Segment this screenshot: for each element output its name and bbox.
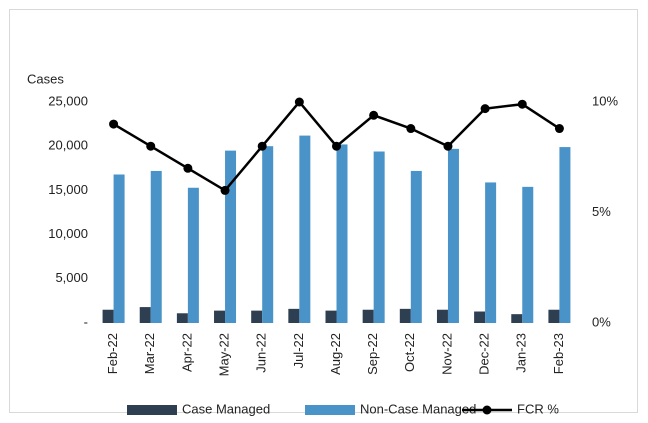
y-tick-label: -	[84, 314, 88, 329]
line-marker	[183, 163, 193, 173]
y-tick-label: 20,000	[48, 138, 88, 153]
bar	[262, 146, 274, 323]
line-marker	[109, 119, 119, 129]
bar	[299, 135, 311, 323]
y-axis-label: Cases	[27, 71, 64, 86]
bar	[113, 174, 125, 323]
x-tick-label: Dec-22	[477, 333, 492, 375]
x-tick-label: Jul-22	[291, 333, 306, 368]
y-tick-label: 10,000	[48, 226, 88, 241]
line-marker	[332, 141, 341, 151]
legend-label: FCR %	[517, 401, 559, 416]
y2-tick-label: 5%	[592, 204, 611, 219]
line-marker	[369, 110, 379, 120]
bar	[559, 147, 571, 323]
bar	[150, 170, 162, 323]
x-tick-label: Apr-22	[179, 333, 194, 372]
bar	[187, 187, 199, 323]
bar	[474, 311, 486, 323]
x-tick-label: Nov-22	[439, 333, 454, 375]
line-marker	[220, 185, 230, 195]
y2-tick-label: 0%	[592, 314, 611, 329]
x-tick-label: Aug-22	[328, 333, 343, 375]
bar	[139, 307, 151, 323]
legend-label: Case Managed	[182, 401, 270, 416]
line-marker	[517, 99, 527, 109]
line-marker	[554, 124, 564, 134]
bar	[214, 310, 226, 323]
bar	[522, 186, 534, 323]
x-tick-label: Feb-23	[551, 333, 566, 374]
x-tick-label: Mar-22	[142, 333, 157, 374]
chart-border	[9, 9, 638, 413]
legend-swatch	[127, 405, 177, 415]
x-tick-label: Sep-22	[365, 333, 380, 375]
line-marker	[257, 141, 267, 151]
x-tick-label: Oct-22	[402, 333, 417, 372]
x-tick-label: May-22	[216, 333, 231, 376]
bar	[176, 313, 188, 323]
bar	[373, 151, 385, 323]
bar	[225, 150, 237, 323]
y-tick-label: 25,000	[48, 93, 88, 108]
bar	[436, 309, 448, 323]
line-marker	[294, 97, 304, 107]
bar	[288, 308, 300, 323]
line-marker	[146, 141, 156, 151]
legend-label: Non-Case Managed	[360, 401, 476, 416]
line-marker	[406, 124, 416, 134]
y-tick-label: 5,000	[55, 270, 88, 285]
x-tick-label: Feb-22	[105, 333, 120, 374]
bar	[102, 309, 114, 323]
legend-swatch	[305, 405, 355, 415]
legend-swatch	[482, 405, 492, 415]
x-tick-label: Jan-23	[514, 333, 529, 373]
bar	[511, 314, 523, 323]
bar	[410, 170, 422, 323]
bar	[447, 148, 459, 323]
bar	[485, 182, 497, 323]
y2-tick-label: 10%	[592, 93, 618, 108]
line-marker	[443, 141, 453, 151]
y-tick-label: 15,000	[48, 182, 88, 197]
bar	[548, 309, 560, 323]
bar	[336, 144, 348, 323]
bar	[251, 310, 263, 323]
bar	[325, 310, 337, 323]
bar	[362, 309, 374, 323]
x-tick-label: Jun-22	[254, 333, 269, 373]
bar	[399, 308, 411, 323]
line-marker	[480, 104, 490, 114]
